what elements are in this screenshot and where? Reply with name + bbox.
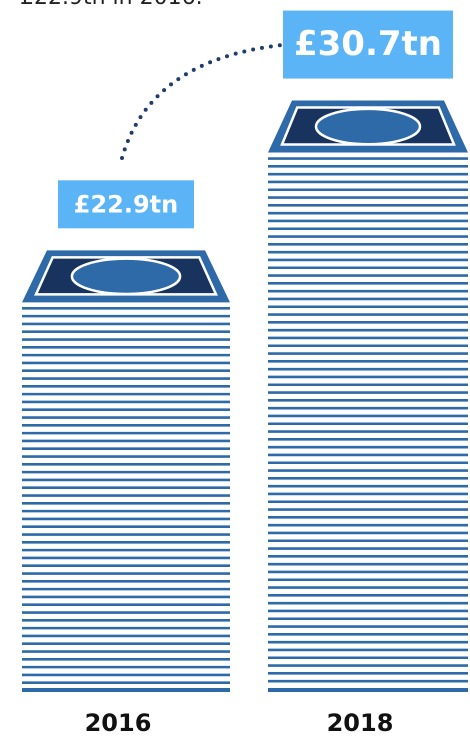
- value-label-box: [283, 10, 453, 79]
- bill-ellipse: [314, 107, 422, 146]
- chart-title: £22.9tn in 2016.: [20, 0, 203, 10]
- money-stack: [268, 100, 468, 692]
- bill-ellipse: [70, 257, 182, 296]
- value-label: £22.9tn: [74, 190, 178, 218]
- category-label: 2018: [327, 709, 394, 737]
- category-label: 2016: [85, 709, 152, 737]
- value-label: £30.7tn: [294, 24, 442, 64]
- value-label-box: [58, 180, 194, 229]
- money-stack: [22, 250, 230, 692]
- connector: [120, 43, 284, 160]
